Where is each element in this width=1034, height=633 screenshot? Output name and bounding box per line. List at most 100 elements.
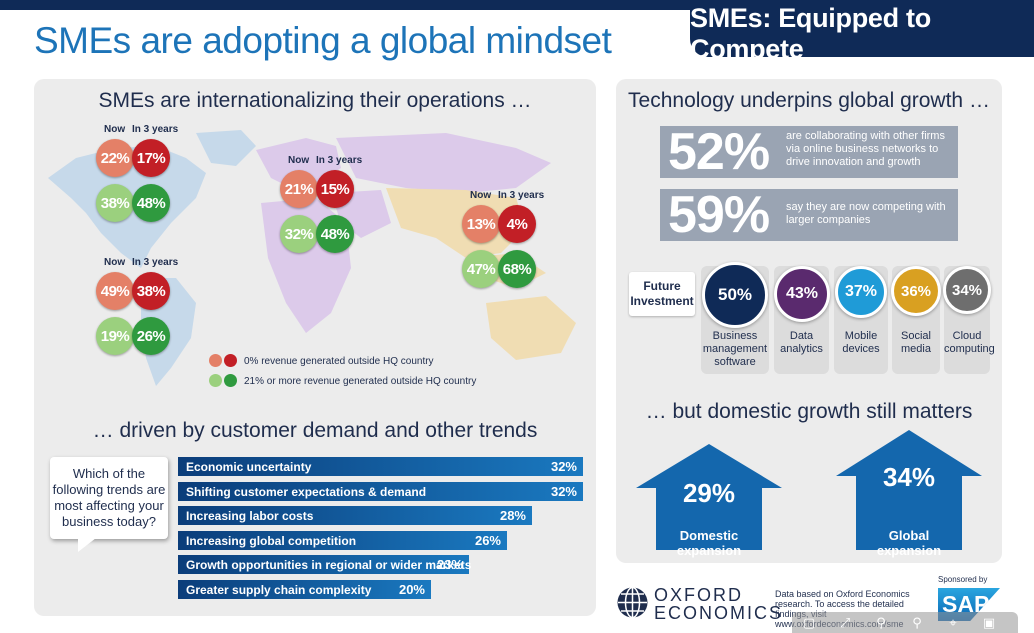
toolbar-fit-icon[interactable]: ⤢ xyxy=(839,615,851,630)
region-green-now: 32% xyxy=(280,215,318,253)
trend-bar-label: Economic uncertainty xyxy=(186,460,312,474)
region-green-future: 68% xyxy=(498,250,536,288)
stat-1-value: 52% xyxy=(668,123,770,181)
trend-bar-label: Shifting customer expectations & demand xyxy=(186,484,427,499)
stat-box-1: 52% are collaborating with other firms v… xyxy=(660,123,958,181)
trend-bar-label: Increasing labor costs xyxy=(186,509,314,523)
global-label: Global expansion xyxy=(876,528,942,558)
question-text: Which of the following trends are most a… xyxy=(52,466,166,529)
sponsored-label: Sponsored by xyxy=(938,575,988,584)
legend-red-text: 0% revenue generated outside HQ country xyxy=(244,356,434,367)
trend-bar: Greater supply chain complexity 20% xyxy=(178,579,431,599)
zoom-in-icon[interactable]: ⚲ xyxy=(912,615,922,630)
legend-light-green-dot xyxy=(209,374,222,387)
region-green-now: 19% xyxy=(96,317,134,355)
region-now-label: Now xyxy=(470,190,492,201)
domestic-house-shape xyxy=(636,444,782,550)
investment-card: 50% Business management software xyxy=(701,262,769,374)
top-bar xyxy=(0,0,1034,10)
global-value: 34% xyxy=(882,462,936,492)
question-bubble: Which of the following trends are most a… xyxy=(50,457,168,539)
region-red-now: 21% xyxy=(280,170,318,208)
region-red-future: 4% xyxy=(498,205,536,243)
map-russia xyxy=(336,133,551,193)
region-future-label: In 3 years xyxy=(132,257,179,268)
stat-2-text: say they are now competing with larger c… xyxy=(786,201,946,226)
domestic-value: 29% xyxy=(682,478,736,508)
oxford-line-2: ECONOMICS xyxy=(654,603,784,623)
trend-bar-value: 32% xyxy=(550,483,577,499)
investment-label: Business management software xyxy=(702,330,768,368)
oxford-line-1: OXFORD xyxy=(654,585,744,605)
trend-bar-value: 28% xyxy=(499,508,526,523)
region-green-future: 48% xyxy=(132,184,170,222)
trend-bar-value: 20% xyxy=(398,581,425,597)
trend-bar: Growth opportunities in regional or wide… xyxy=(178,555,472,574)
investment-card: 36% Social media xyxy=(891,266,941,374)
region-red-future: 15% xyxy=(316,170,354,208)
zoom-out-icon[interactable]: ⚲ xyxy=(876,615,886,630)
region-green-future: 48% xyxy=(316,215,354,253)
trend-bar: Shifting customer expectations & demand 3… xyxy=(178,481,583,501)
oxford-globe-logo xyxy=(617,586,648,619)
viewer-toolbar: ▢ ⤢ ⚲ ⚲ ⌖ ▣ xyxy=(792,612,1018,633)
region-future-label: In 3 years xyxy=(132,124,179,135)
future-investment-label: Future Investment xyxy=(629,272,695,316)
region-red-now: 13% xyxy=(462,205,500,243)
region-future-label: In 3 years xyxy=(498,190,545,201)
section-tag: SMEs: Equipped to Compete xyxy=(690,3,1034,64)
region-green-now: 47% xyxy=(462,250,500,288)
investment-card: 34% Cloud computing xyxy=(943,266,995,374)
map-greenland xyxy=(196,130,256,166)
investment-label: Data analytics xyxy=(780,330,823,355)
stat-2-value: 59% xyxy=(668,186,770,244)
investment-value: 50% xyxy=(702,262,768,328)
region-now-label: Now xyxy=(104,257,126,268)
domestic-label: Domestic expansion xyxy=(676,528,742,558)
technology-heading: Technology underpins global growth … xyxy=(628,89,990,112)
legend-dark-green-dot xyxy=(224,374,237,387)
region-green-future: 26% xyxy=(132,317,170,355)
save-icon[interactable]: ▣ xyxy=(982,615,996,630)
investment-label: Cloud computing xyxy=(944,330,995,355)
section-tag-text: SMEs: Equipped to Compete xyxy=(690,2,931,64)
trend-bar-label: Greater supply chain complexity xyxy=(186,582,372,597)
region-red-now: 22% xyxy=(96,139,134,177)
trend-bar-value: 23% xyxy=(436,557,463,572)
trend-bar: Increasing labor costs 28% xyxy=(178,506,532,525)
future-investment-text: Future Investment xyxy=(630,279,694,308)
legend-dark-red-dot xyxy=(224,354,237,367)
map-australia xyxy=(486,296,576,360)
trend-bar-value: 32% xyxy=(550,459,577,474)
legend-green-text: 21% or more revenue generated outside HQ… xyxy=(244,376,477,387)
pin-icon[interactable]: ⌖ xyxy=(949,615,957,630)
region-red-now: 49% xyxy=(96,272,134,310)
trend-bar: Increasing global competition 26% xyxy=(178,530,507,550)
region-now-label: Now xyxy=(288,155,310,166)
investment-label: Mobile devices xyxy=(842,330,880,355)
investment-card: 43% Data analytics xyxy=(774,266,830,374)
domestic-heading: … but domestic growth still matters xyxy=(645,400,973,423)
oxford-economics-logo: OXFORD ECONOMICS xyxy=(654,586,783,622)
legend-light-red-dot xyxy=(209,354,222,367)
trend-bar: Economic uncertainty 32% xyxy=(178,457,583,476)
investment-card: 37% Mobile devices xyxy=(834,266,888,374)
region-green-now: 38% xyxy=(96,184,134,222)
investment-value: 43% xyxy=(774,266,830,322)
trend-bar-label: Increasing global competition xyxy=(186,533,357,548)
region-now-label: Now xyxy=(104,124,126,135)
toolbar-prev-icon[interactable]: ▢ xyxy=(802,615,816,630)
stat-box-2: 59% say they are now competing with larg… xyxy=(660,186,958,244)
map-asia xyxy=(386,188,526,258)
trend-bar-value: 26% xyxy=(474,532,501,548)
global-house-shape xyxy=(836,430,982,550)
region-red-future: 38% xyxy=(132,272,170,310)
question-bubble-tail xyxy=(78,538,96,552)
trend-bar-label: Growth opportunities in regional or wide… xyxy=(186,558,472,572)
region-future-label: In 3 years xyxy=(316,155,363,166)
investment-label: Social media xyxy=(901,330,931,355)
internationalizing-heading: SMEs are internationalizing their operat… xyxy=(98,89,532,112)
investment-value: 34% xyxy=(943,266,991,314)
investment-value: 37% xyxy=(835,266,887,318)
investment-value: 36% xyxy=(891,266,941,316)
